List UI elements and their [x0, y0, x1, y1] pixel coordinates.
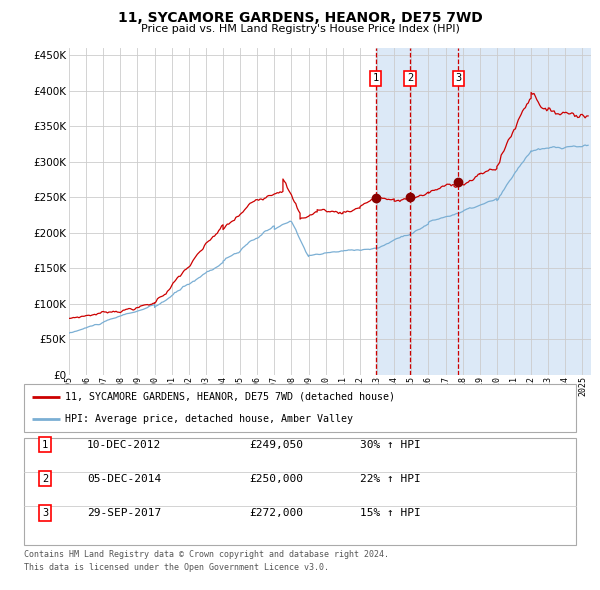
Text: 10-DEC-2012: 10-DEC-2012	[87, 440, 161, 450]
Text: 1: 1	[42, 440, 48, 450]
Text: 22% ↑ HPI: 22% ↑ HPI	[360, 474, 421, 484]
Text: HPI: Average price, detached house, Amber Valley: HPI: Average price, detached house, Ambe…	[65, 414, 353, 424]
Bar	[376, 48, 591, 375]
Text: 2: 2	[407, 73, 413, 83]
Text: 15% ↑ HPI: 15% ↑ HPI	[360, 508, 421, 518]
Text: 3: 3	[42, 508, 48, 518]
Text: This data is licensed under the Open Government Licence v3.0.: This data is licensed under the Open Gov…	[24, 563, 329, 572]
Text: £249,050: £249,050	[249, 440, 303, 450]
Text: 30% ↑ HPI: 30% ↑ HPI	[360, 440, 421, 450]
Text: 11, SYCAMORE GARDENS, HEANOR, DE75 7WD (detached house): 11, SYCAMORE GARDENS, HEANOR, DE75 7WD (…	[65, 392, 395, 402]
Text: Contains HM Land Registry data © Crown copyright and database right 2024.: Contains HM Land Registry data © Crown c…	[24, 550, 389, 559]
Text: £250,000: £250,000	[249, 474, 303, 484]
Text: 1: 1	[373, 73, 379, 83]
Text: 29-SEP-2017: 29-SEP-2017	[87, 508, 161, 518]
Text: Price paid vs. HM Land Registry's House Price Index (HPI): Price paid vs. HM Land Registry's House …	[140, 24, 460, 34]
Text: 05-DEC-2014: 05-DEC-2014	[87, 474, 161, 484]
Text: 11, SYCAMORE GARDENS, HEANOR, DE75 7WD: 11, SYCAMORE GARDENS, HEANOR, DE75 7WD	[118, 11, 482, 25]
Text: 3: 3	[455, 73, 461, 83]
Text: £272,000: £272,000	[249, 508, 303, 518]
FancyBboxPatch shape	[24, 384, 576, 432]
Text: 2: 2	[42, 474, 48, 484]
